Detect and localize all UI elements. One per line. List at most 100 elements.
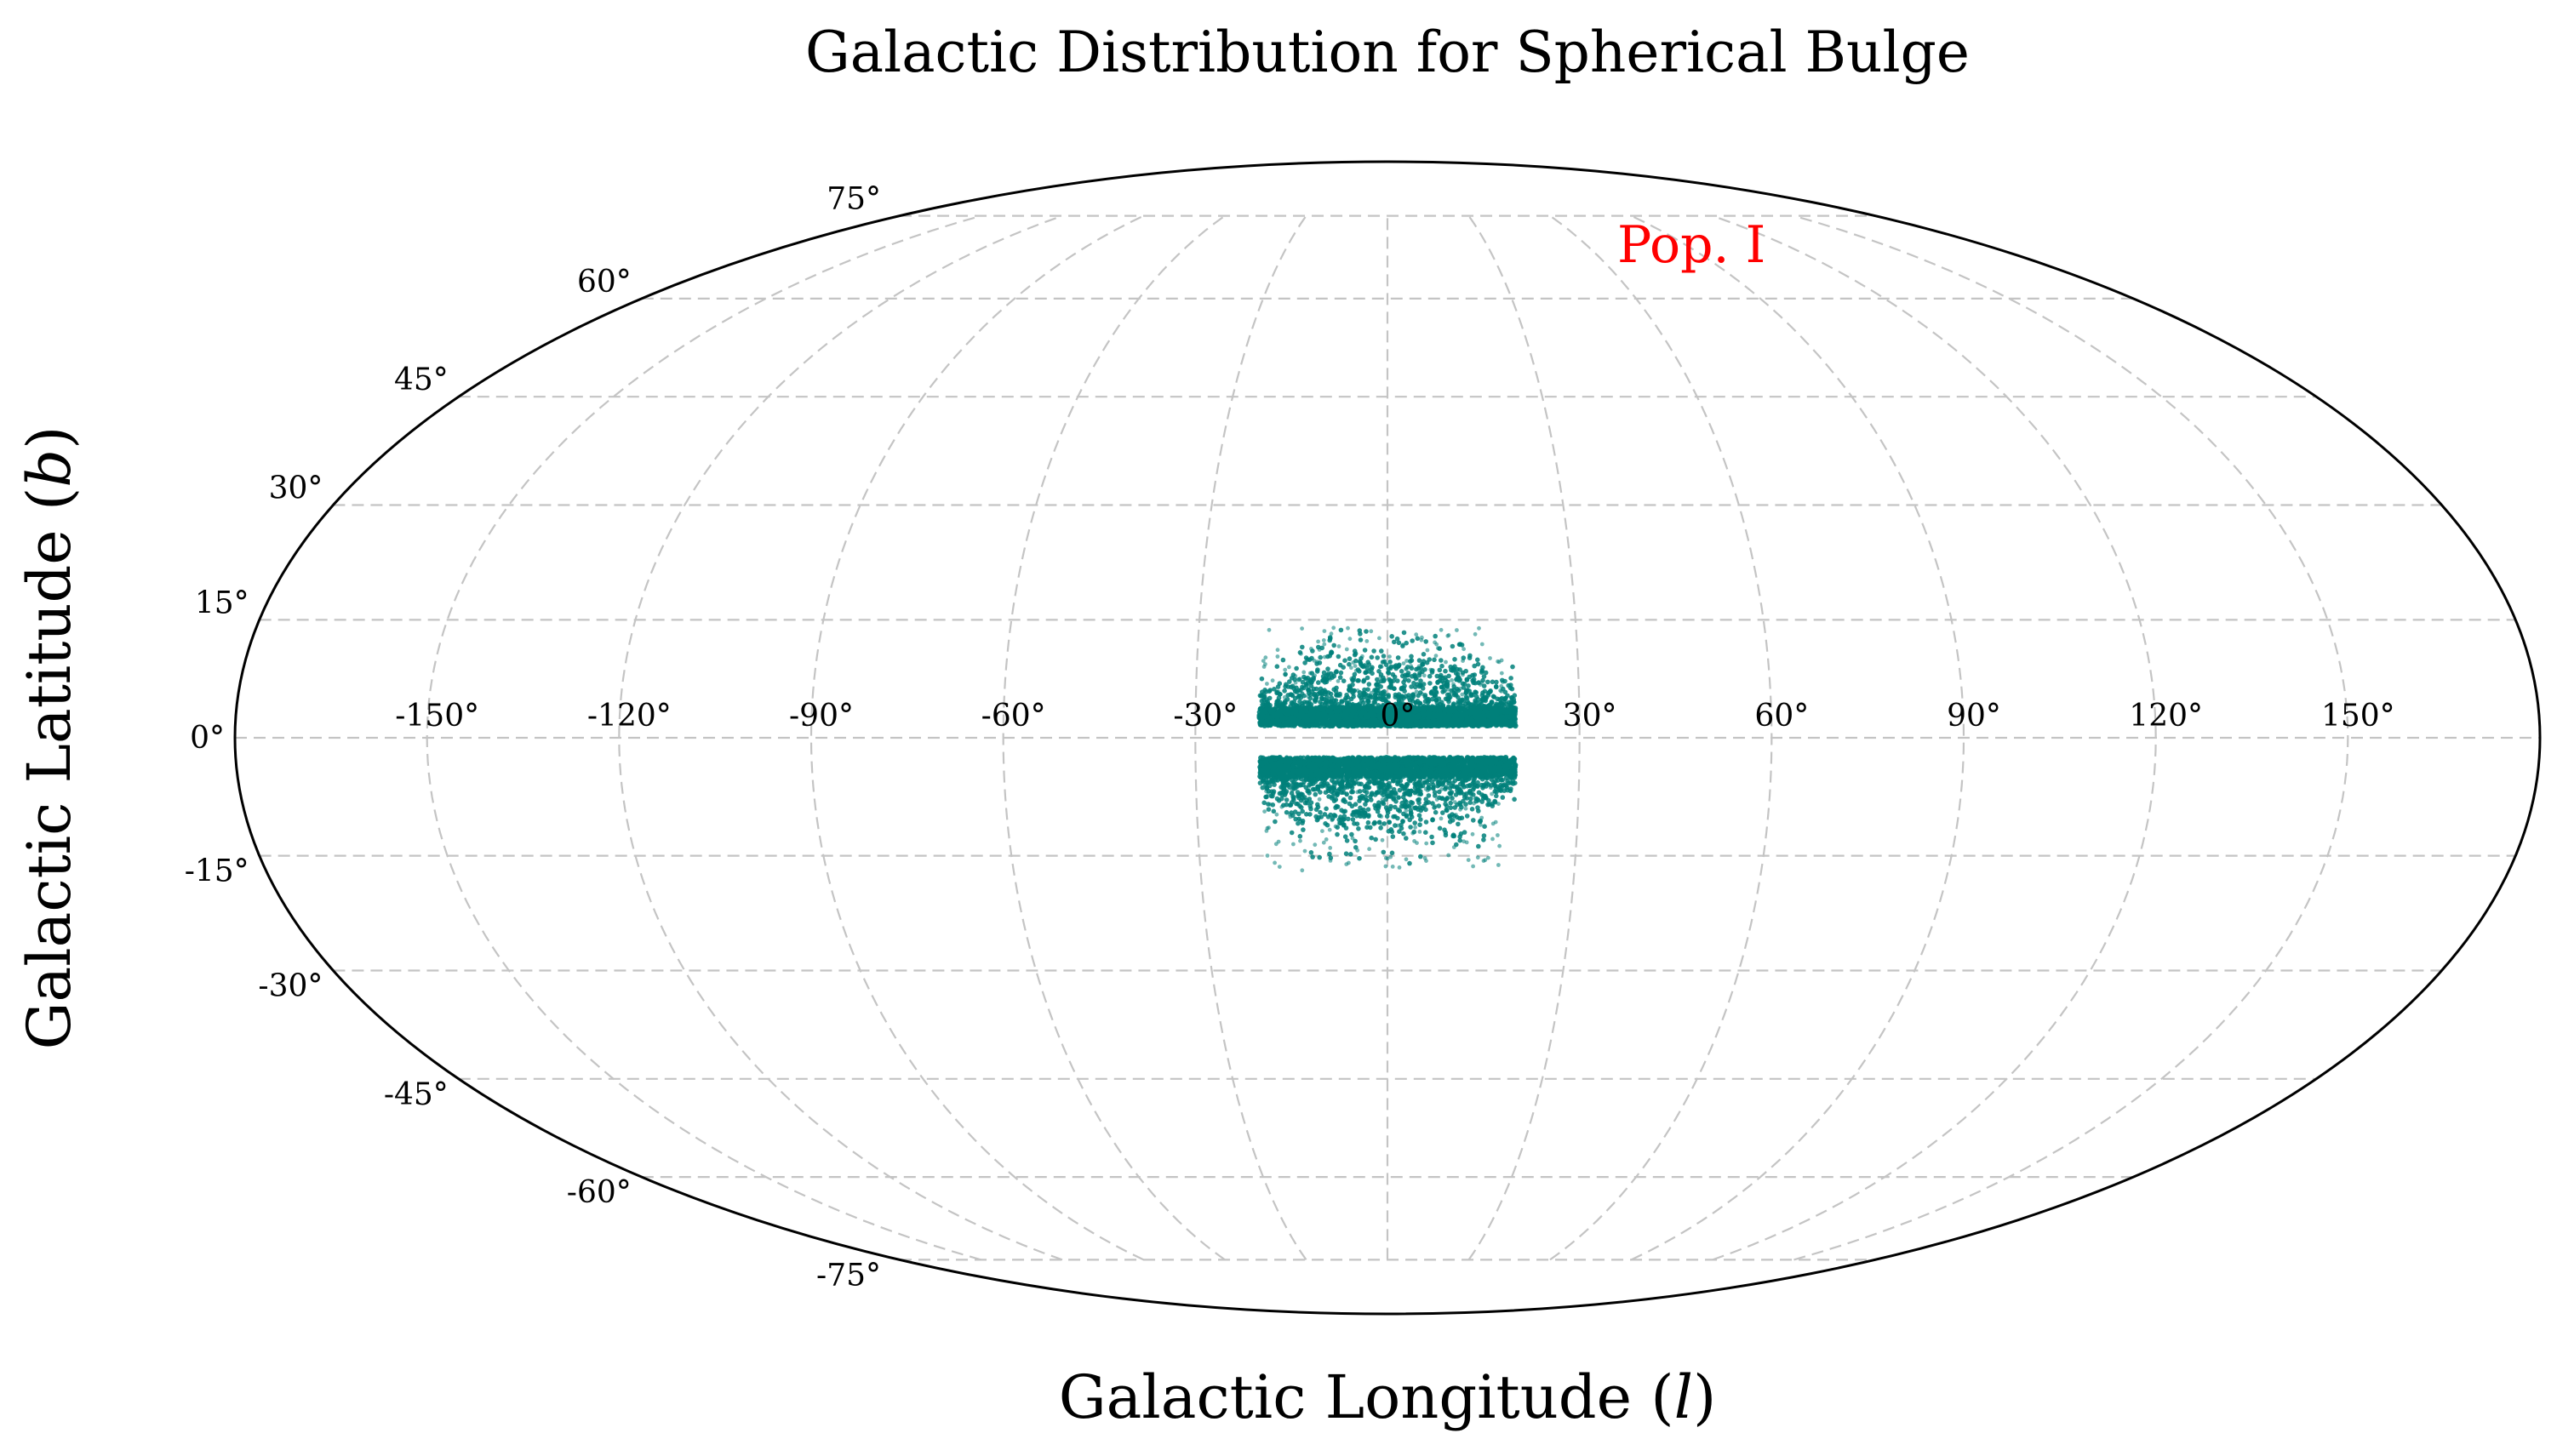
data-point	[1261, 713, 1266, 718]
data-point	[1398, 722, 1404, 728]
data-point	[1471, 680, 1476, 686]
data-point	[1385, 708, 1391, 713]
data-point	[1457, 721, 1463, 727]
data-point	[1490, 694, 1496, 699]
data-point	[1406, 678, 1411, 683]
data-point	[1370, 704, 1376, 710]
data-point	[1347, 795, 1353, 801]
data-point	[1349, 723, 1355, 728]
data-point	[1401, 630, 1407, 636]
data-point	[1470, 693, 1475, 698]
data-point	[1467, 653, 1473, 659]
data-point	[1437, 667, 1443, 673]
data-point	[1443, 675, 1448, 680]
data-point	[1268, 720, 1274, 726]
data-point	[1411, 714, 1416, 720]
data-point	[1416, 658, 1422, 663]
data-point	[1296, 820, 1301, 826]
data-point	[1461, 713, 1466, 718]
data-point	[1508, 676, 1513, 681]
data-point	[1385, 714, 1390, 719]
data-point	[1338, 670, 1344, 676]
data-point	[1510, 664, 1515, 670]
data-point	[1312, 697, 1318, 703]
data-point	[1467, 800, 1473, 805]
data-point	[1373, 688, 1379, 693]
data-point	[1355, 720, 1360, 726]
data-point	[1316, 680, 1321, 685]
data-point	[1308, 706, 1314, 711]
data-point	[1506, 699, 1512, 705]
data-point	[1356, 704, 1361, 709]
data-point	[1391, 678, 1396, 683]
data-point	[1395, 678, 1400, 683]
data-point	[1428, 719, 1433, 725]
data-point	[1327, 705, 1333, 710]
data-point	[1366, 693, 1371, 699]
data-point	[1289, 830, 1295, 836]
data-point	[1484, 721, 1490, 727]
data-point	[1350, 817, 1356, 822]
data-point	[1303, 707, 1309, 712]
data-point	[1271, 808, 1277, 814]
data-point	[1504, 718, 1509, 723]
data-point	[1476, 703, 1482, 709]
data-point	[1482, 714, 1487, 720]
data-point	[1290, 693, 1296, 699]
data-point	[1421, 708, 1427, 714]
data-point	[1305, 657, 1310, 662]
meridian-line	[809, 214, 1145, 1261]
data-point	[1485, 802, 1490, 808]
data-point	[1370, 722, 1375, 728]
data-point	[1266, 774, 1272, 779]
data-point	[1440, 722, 1446, 728]
data-point	[1360, 664, 1366, 670]
data-point	[1389, 634, 1394, 639]
data-point	[1410, 692, 1416, 698]
data-point	[1362, 687, 1367, 693]
data-point	[1481, 683, 1487, 688]
data-point	[1333, 688, 1339, 694]
data-point	[1416, 707, 1422, 713]
data-point	[1429, 834, 1434, 840]
data-point	[1399, 783, 1404, 788]
data-point	[1472, 663, 1477, 669]
data-point	[1376, 715, 1382, 720]
data-point	[1337, 708, 1342, 713]
data-point	[1357, 628, 1363, 633]
data-point	[1332, 715, 1337, 720]
data-point	[1332, 705, 1337, 711]
data-point	[1327, 720, 1333, 725]
data-point	[1373, 836, 1378, 842]
data-point	[1331, 642, 1336, 648]
data-point	[1439, 684, 1444, 690]
data-point	[1494, 679, 1499, 685]
data-point	[1351, 755, 1356, 761]
data-point	[1395, 655, 1401, 660]
data-point	[1423, 797, 1428, 802]
data-point	[1458, 709, 1464, 714]
data-point	[1418, 678, 1423, 683]
data-point	[1439, 658, 1444, 663]
data-point	[1399, 673, 1405, 679]
data-point	[1432, 721, 1438, 726]
data-point	[1454, 677, 1459, 682]
data-point	[1370, 665, 1375, 671]
data-point	[1260, 702, 1265, 707]
data-point	[1439, 672, 1444, 678]
data-point	[1431, 785, 1436, 791]
data-point	[1460, 681, 1466, 687]
data-point	[1427, 715, 1433, 720]
data-point	[1439, 663, 1444, 669]
data-point	[1451, 716, 1457, 721]
data-point	[1452, 657, 1457, 662]
data-point	[1297, 699, 1302, 705]
data-point	[1267, 695, 1273, 701]
data-point	[1317, 706, 1323, 712]
data-point	[1474, 715, 1480, 720]
data-point	[1467, 717, 1473, 722]
data-point	[1258, 705, 1263, 711]
data-point	[1358, 660, 1364, 665]
meridian-line	[1549, 214, 1773, 1261]
data-point	[1263, 719, 1269, 724]
